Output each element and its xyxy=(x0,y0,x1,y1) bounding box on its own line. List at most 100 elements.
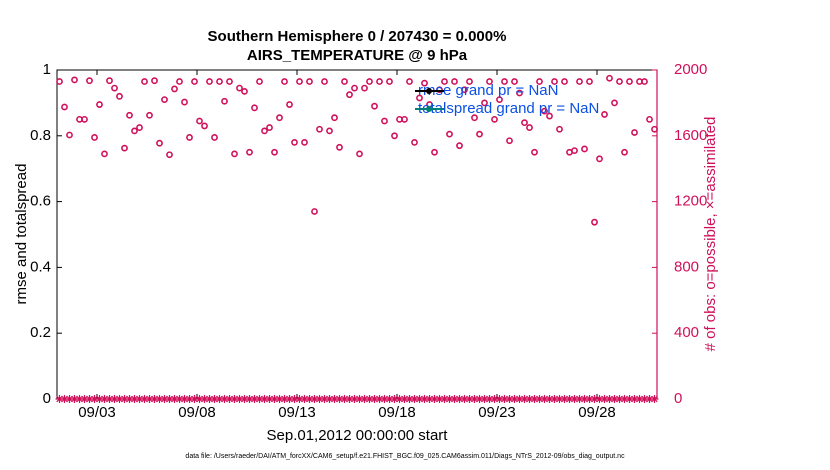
assimilated-obs-marker xyxy=(185,395,194,403)
possible-obs-marker xyxy=(221,97,228,105)
assimilated-obs-marker xyxy=(470,395,479,403)
assimilated-obs-marker xyxy=(375,395,384,403)
possible-obs-marker xyxy=(161,96,168,104)
y-tick-label: 0.6 xyxy=(30,193,51,210)
assimilated-obs-marker xyxy=(505,395,514,403)
possible-obs-marker xyxy=(116,92,123,100)
assimilated-obs-marker xyxy=(220,395,229,403)
possible-obs-marker xyxy=(581,145,588,153)
possible-obs-marker xyxy=(206,78,213,85)
x-tick-label: 09/03 xyxy=(78,404,116,421)
assimilated-obs-marker xyxy=(630,395,639,403)
plot-frame xyxy=(56,69,658,400)
assimilated-obs-marker xyxy=(600,395,609,403)
assimilated-obs-marker xyxy=(610,395,619,403)
x-axis-label: Sep.01,2012 00:00:00 start xyxy=(267,427,449,444)
assimilated-obs-marker xyxy=(380,395,389,403)
possible-obs-marker xyxy=(371,102,378,110)
assimilated-obs-marker xyxy=(280,395,289,403)
y-tick-label: 0.4 xyxy=(30,258,51,275)
assimilated-obs-marker xyxy=(580,395,589,403)
assimilated-obs-marker xyxy=(625,395,634,403)
assimilated-obs-marker xyxy=(620,395,629,403)
possible-obs-marker xyxy=(251,104,258,112)
legend-marker xyxy=(426,106,432,112)
assimilated-obs-marker xyxy=(565,395,574,403)
assimilated-obs-marker xyxy=(500,395,509,403)
assimilated-obs-marker xyxy=(105,395,114,403)
possible-obs-marker xyxy=(151,77,158,85)
possible-obs-marker xyxy=(366,78,373,85)
assimilated-obs-marker xyxy=(165,395,174,403)
assimilated-obs-marker xyxy=(510,395,519,403)
assimilated-obs-marker xyxy=(595,395,604,403)
assimilated-obs-marker xyxy=(365,395,374,403)
possible-obs-marker xyxy=(201,122,208,130)
possible-obs-marker xyxy=(621,148,628,156)
assimilated-obs-marker xyxy=(300,395,309,403)
assimilated-obs-marker xyxy=(405,395,414,403)
assimilated-obs-marker xyxy=(445,395,454,403)
assimilated-obs-marker xyxy=(530,395,539,403)
assimilated-obs-marker xyxy=(235,395,244,403)
y2-tick-label: 2000 xyxy=(674,61,707,78)
assimilated-obs-marker xyxy=(605,395,614,403)
y2-tick-label: 800 xyxy=(674,258,699,275)
assimilated-obs-marker xyxy=(115,395,124,403)
assimilated-obs-marker xyxy=(400,395,409,403)
possible-obs-marker xyxy=(291,138,298,146)
possible-obs-marker xyxy=(446,130,453,138)
possible-obs-marker xyxy=(101,150,108,158)
assimilated-obs-marker xyxy=(180,395,189,403)
assimilated-obs-marker xyxy=(590,395,599,403)
possible-obs-marker xyxy=(476,130,483,138)
assimilated-obs-marker xyxy=(60,395,69,403)
possible-obs-marker xyxy=(501,78,508,85)
possible-obs-marker xyxy=(606,74,613,82)
assimilated-obs-marker xyxy=(190,395,199,403)
assimilated-obs-marker xyxy=(170,395,179,403)
chart-title: Southern Hemisphere 0 / 207430 = 0.000% xyxy=(208,28,507,45)
assimilated-obs-marker xyxy=(325,395,334,403)
possible-obs-marker xyxy=(551,78,558,85)
possible-obs-marker xyxy=(266,124,273,131)
assimilated-obs-marker xyxy=(275,395,284,403)
assimilated-obs-marker xyxy=(545,395,554,403)
assimilated-obs-marker xyxy=(175,395,184,403)
assimilated-obs-marker xyxy=(395,395,404,403)
assimilated-obs-marker xyxy=(140,395,149,403)
assimilated-obs-marker xyxy=(310,395,319,403)
assimilated-obs-marker xyxy=(195,395,204,403)
assimilated-obs-marker xyxy=(80,395,89,403)
assimilated-obs-marker xyxy=(415,395,424,403)
assimilated-obs-marker xyxy=(95,395,104,403)
possible-obs-marker xyxy=(316,125,323,133)
possible-obs-marker xyxy=(336,143,343,151)
possible-obs-marker xyxy=(561,78,568,85)
assimilated-obs-marker xyxy=(585,395,594,403)
possible-obs-marker xyxy=(391,132,398,140)
assimilated-obs-marker xyxy=(240,395,249,403)
possible-obs-marker xyxy=(56,78,63,85)
assimilated-obs-marker xyxy=(155,395,164,403)
possible-obs-marker xyxy=(571,147,578,155)
assimilated-obs-marker xyxy=(205,395,214,403)
possible-obs-marker xyxy=(401,115,408,123)
possible-obs-marker xyxy=(631,129,638,136)
assimilated-obs-marker xyxy=(450,395,459,403)
possible-obs-marker xyxy=(156,139,163,147)
possible-obs-marker xyxy=(346,91,353,99)
possible-obs-marker xyxy=(196,117,203,125)
assimilated-obs-marker xyxy=(550,395,559,403)
chart-subtitle: AIRS_TEMPERATURE @ 9 hPa xyxy=(247,47,468,64)
possible-obs-marker xyxy=(481,99,488,107)
possible-obs-marker xyxy=(216,78,223,85)
assimilated-obs-marker xyxy=(70,395,79,403)
assimilated-obs-marker xyxy=(355,395,364,403)
possible-obs-marker xyxy=(61,103,68,111)
assimilated-obs-marker xyxy=(520,395,529,403)
assimilated-obs-marker xyxy=(420,395,429,403)
assimilated-obs-marker xyxy=(65,395,74,403)
assimilated-obs-marker xyxy=(615,395,624,403)
